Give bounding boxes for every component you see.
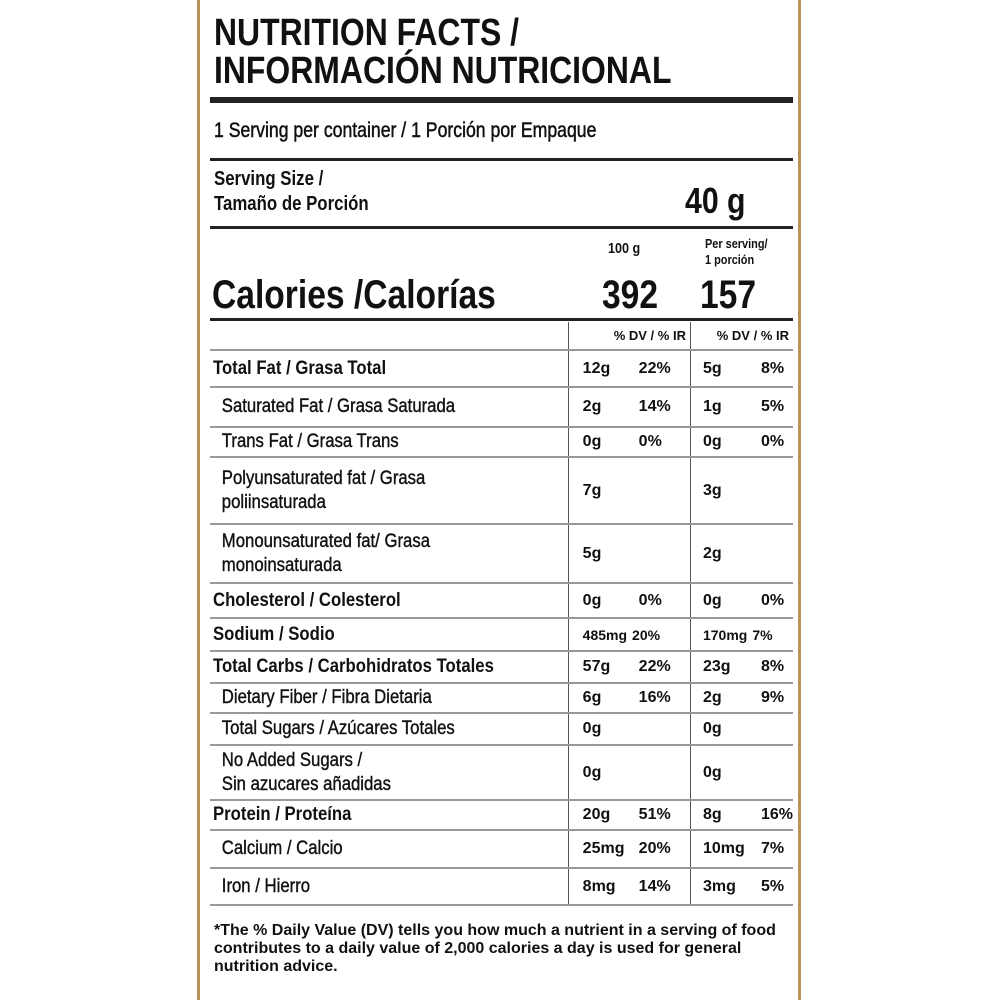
amount-serving: 170mg: [702, 626, 748, 643]
divider: [210, 158, 793, 161]
nutrient-label: Dietary Fiber / Fibra Dietaria: [221, 687, 432, 708]
amount-100g: 485mg: [582, 626, 628, 643]
nutrient-label: Polyunsaturated fat / Grasa poliinsaturad…: [221, 467, 426, 513]
amount-100g: 2g: [582, 398, 602, 415]
percent-100g: 20%: [632, 626, 661, 643]
nutrient-label: Total Sugars / Azúcares Totales: [221, 718, 455, 739]
amount-100g: 0g: [582, 763, 602, 781]
amount-serving: 1g: [702, 398, 722, 415]
percent-serving: 7%: [752, 626, 773, 643]
nutrient-label: Iron / Hierro: [221, 875, 311, 897]
amount-100g: 0g: [582, 591, 602, 609]
percent-100g: 14%: [638, 398, 671, 415]
percent-serving: 9%: [760, 689, 785, 706]
amount-100g: 5g: [582, 544, 602, 562]
servings-per-container: 1 Serving per container / 1 Porción por …: [214, 119, 597, 143]
nutrient-label: Sodium / Sodio: [213, 623, 335, 645]
divider: [210, 318, 793, 321]
serving-size-label: Serving Size /: [214, 168, 324, 190]
nutrient-label: Saturated Fat / Grasa Saturada: [221, 396, 456, 417]
serving-size-label-es: Tamaño de Porción: [214, 193, 369, 215]
percent-100g: 22%: [638, 658, 671, 675]
table-row: Iron / Hierro 8mg 14% 3mg 5%: [210, 868, 793, 906]
amount-100g: 7g: [582, 481, 602, 499]
dv-header-serving: % DV / % IR: [689, 322, 793, 351]
footnote: *The % Daily Value (DV) tells you how mu…: [214, 922, 776, 975]
percent-100g: 20%: [638, 840, 671, 857]
title-english: NUTRITION FACTS /: [214, 12, 520, 54]
percent-serving: 8%: [760, 359, 785, 377]
percent-serving: 5%: [760, 877, 785, 895]
percent-100g: 22%: [638, 359, 671, 377]
percent-serving: 8%: [760, 658, 785, 675]
table-row: No Added Sugars / Sin azucares añadidas 0g…: [210, 745, 793, 801]
amount-100g: 57g: [582, 658, 611, 675]
amount-100g: 8mg: [582, 877, 616, 895]
table-row: Calcium / Calcio 25mg 20% 10mg 7%: [210, 830, 793, 869]
percent-serving: 5%: [760, 398, 785, 415]
amount-serving: 0g: [702, 720, 722, 737]
divider: [210, 226, 793, 229]
table-header-row: % DV / % IR % DV / % IR: [210, 322, 793, 351]
table-row: Polyunsaturated fat / Grasa poliinsaturad…: [210, 457, 793, 525]
percent-100g: 0%: [638, 591, 662, 609]
amount-serving: 0g: [702, 433, 722, 450]
calories-label: Calories /Calorías: [212, 273, 496, 317]
percent-serving: 7%: [760, 840, 785, 857]
amount-serving: 5g: [702, 359, 722, 377]
amount-serving: 23g: [702, 658, 731, 675]
title-spanish: INFORMACIÓN NUTRICIONAL: [214, 50, 672, 92]
percent-serving: 0%: [760, 433, 785, 450]
percent-serving: 16%: [760, 806, 793, 823]
amount-serving: 2g: [702, 689, 722, 706]
amount-100g: 20g: [582, 806, 611, 823]
table-row: Saturated Fat / Grasa Saturada 2g 14% 1g 5%: [210, 387, 793, 428]
serving-size-value: 40 g: [685, 180, 746, 221]
table-row: Sodium / Sodio 485mg 20% 170mg 7%: [210, 618, 793, 652]
calories-per-serving: 157: [700, 273, 757, 317]
percent-serving: 0%: [760, 591, 785, 609]
column-100g-header: 100 g: [608, 240, 641, 257]
percent-100g: 14%: [638, 877, 671, 895]
amount-serving: 3g: [702, 481, 722, 499]
amount-100g: 0g: [582, 720, 602, 737]
amount-serving: 0g: [702, 591, 722, 609]
amount-100g: 6g: [582, 689, 602, 706]
table-row: Cholesterol / Colesterol 0g 0% 0g 0%: [210, 583, 793, 619]
table-row: Total Fat / Grasa Total 12g 22% 5g 8%: [210, 350, 793, 388]
amount-100g: 12g: [582, 359, 611, 377]
nutrition-label: NUTRITION FACTS / INFORMACIÓN NUTRICIONA…: [197, 0, 801, 1000]
amount-serving: 2g: [702, 544, 722, 562]
divider: [210, 97, 793, 103]
column-per-serving-header: Per serving/1 porción: [705, 236, 768, 267]
amount-serving: 8g: [702, 806, 722, 823]
table-row: Total Carbs / Carbohidratos Totales 57g 22…: [210, 651, 793, 684]
table-row: Total Sugars / Azúcares Totales 0g 0g: [210, 713, 793, 746]
percent-100g: 0%: [638, 433, 662, 450]
nutrient-label: Protein / Proteína: [213, 804, 352, 825]
table-row: Trans Fat / Grasa Trans 0g 0% 0g 0%: [210, 427, 793, 458]
amount-serving: 3mg: [702, 877, 736, 895]
percent-100g: 16%: [638, 689, 671, 706]
nutrient-label: Cholesterol / Colesterol: [213, 589, 401, 611]
percent-100g: 51%: [638, 806, 671, 823]
amount-100g: 25mg: [582, 840, 625, 857]
nutrient-table: % DV / % IR % DV / % IR Total Fat / Gras…: [210, 322, 793, 906]
nutrient-label: Total Carbs / Carbohidratos Totales: [213, 656, 494, 677]
nutrient-label: Total Fat / Grasa Total: [213, 357, 387, 379]
nutrient-label: Trans Fat / Grasa Trans: [221, 431, 399, 452]
amount-serving: 0g: [702, 763, 722, 781]
nutrient-label: Monounsaturated fat/ Grasa monoinsaturada: [221, 530, 431, 576]
calories-100g: 392: [602, 273, 659, 317]
table-row: Dietary Fiber / Fibra Dietaria 6g 16% 2g 9%: [210, 683, 793, 714]
nutrient-label: No Added Sugars / Sin azucares añadidas: [221, 749, 392, 795]
amount-serving: 10mg: [702, 840, 745, 857]
amount-100g: 0g: [582, 433, 602, 450]
table-row: Monounsaturated fat/ Grasa monoinsaturada…: [210, 524, 793, 584]
dv-header-100g: % DV / % IR: [567, 322, 691, 351]
table-row: Protein / Proteína 20g 51% 8g 16%: [210, 800, 793, 831]
nutrient-label: Calcium / Calcio: [221, 838, 343, 859]
